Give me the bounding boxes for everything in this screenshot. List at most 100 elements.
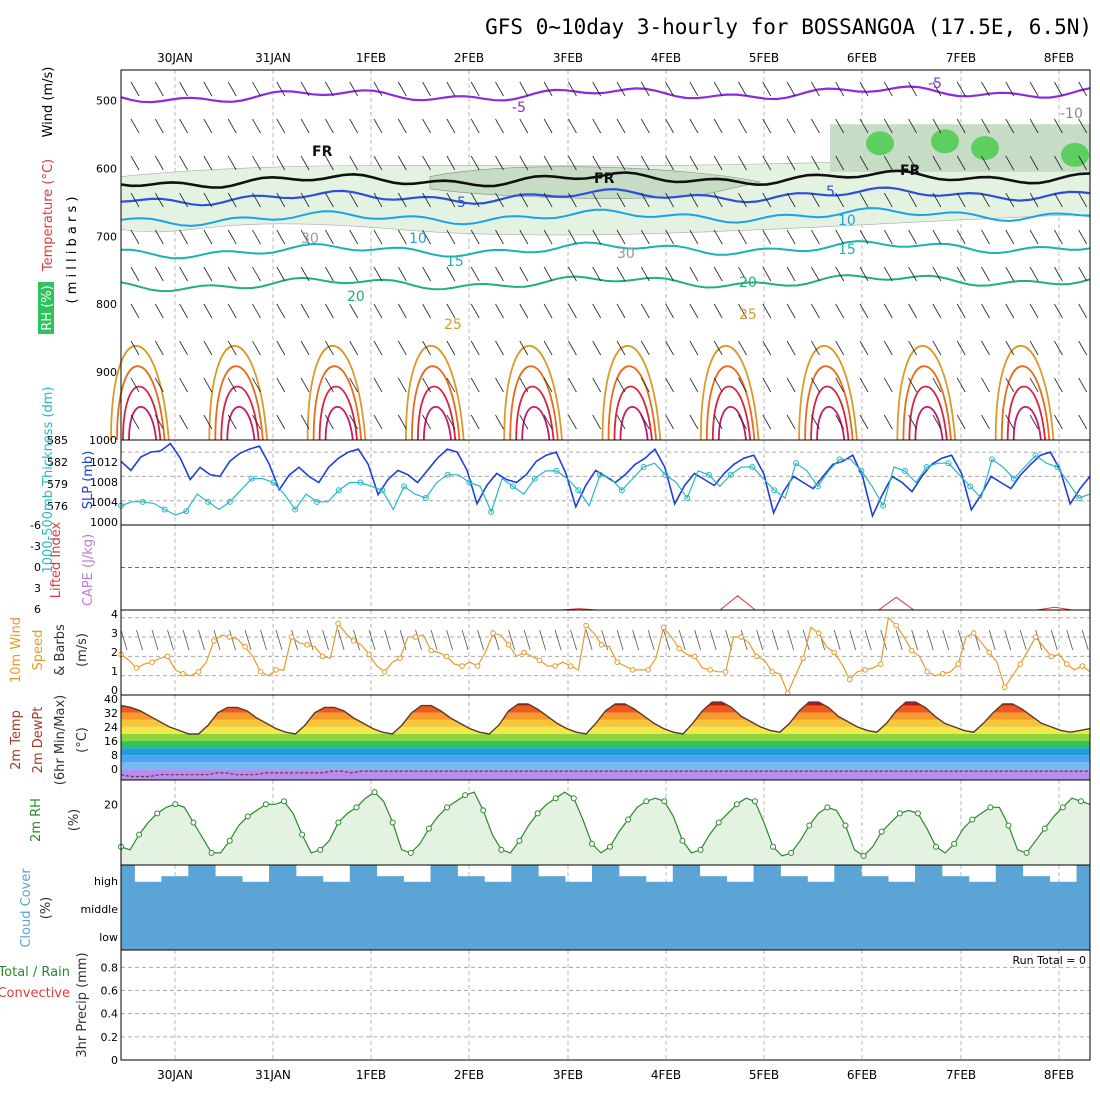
cloud-bar — [592, 893, 606, 921]
wind-barb — [640, 303, 650, 319]
isotherm-warm-loop — [717, 406, 747, 441]
cloud-bar — [1049, 893, 1064, 921]
wind-barb — [738, 81, 747, 97]
wind-barb — [1029, 377, 1039, 393]
wind-barb — [349, 303, 359, 319]
wind-barb — [446, 377, 456, 393]
wind-barb — [1054, 81, 1063, 97]
cloud-bar — [928, 893, 943, 921]
cloud-bar — [592, 865, 606, 893]
cloud-bar — [1022, 876, 1037, 893]
cloud-bar — [847, 893, 862, 921]
isotherm-warm-loop — [324, 406, 354, 441]
wind-barb — [543, 81, 553, 97]
wind-barb — [300, 229, 310, 245]
cloud-bar — [269, 865, 283, 893]
cloud-bar — [497, 893, 512, 921]
cloud-bar — [740, 881, 754, 893]
isotherm-warm-loop — [509, 365, 559, 441]
wind-barb — [276, 155, 286, 171]
wind-barb — [1078, 377, 1088, 393]
wind-speed-point — [598, 641, 605, 648]
cloud-bar — [403, 881, 418, 893]
wind-barb — [130, 81, 140, 97]
cloud-bar — [888, 881, 902, 893]
wind-barb — [883, 155, 893, 171]
cloud-bar — [699, 921, 714, 950]
wind-barb — [349, 377, 359, 393]
wind-barb — [276, 266, 286, 282]
rh-point — [914, 810, 921, 817]
cloud-bar — [403, 921, 418, 950]
y-tick-label: 6 — [34, 603, 41, 616]
date-label-bottom: 30JAN — [157, 1068, 193, 1082]
rh-point — [715, 819, 722, 826]
wind-barb — [430, 629, 438, 651]
wind-barb — [154, 414, 164, 430]
wind-speed-point — [273, 667, 279, 673]
axis-label: (°C) — [75, 727, 90, 753]
cloud-bar — [1049, 881, 1064, 893]
wind-barb — [908, 377, 917, 393]
wind-barb — [981, 414, 990, 430]
wind-barb — [227, 266, 237, 282]
wind-speed-point — [397, 655, 403, 662]
cloud-bar — [349, 921, 364, 950]
rh-point — [842, 822, 849, 829]
cloud-bar — [403, 893, 418, 921]
cloud-bar — [618, 921, 633, 950]
wind-barb — [1029, 340, 1039, 356]
wind-barb — [1005, 377, 1015, 393]
cloud-bar — [834, 865, 849, 893]
wind-barb — [568, 81, 577, 97]
thickness-point — [401, 483, 408, 490]
cloud-bar — [645, 893, 660, 921]
wind-barb — [640, 118, 650, 134]
wind-barb — [665, 192, 674, 208]
rh-point — [516, 837, 523, 844]
wind-barb — [1054, 340, 1063, 356]
cloud-bar — [390, 921, 405, 950]
wind-barb — [883, 377, 893, 393]
cloud-bar — [161, 893, 176, 921]
cloud-bar — [632, 893, 647, 921]
thickness-point — [705, 471, 712, 478]
cloud-bar — [820, 921, 835, 950]
isotherm-warm-loop — [798, 344, 858, 441]
wind-barb — [252, 377, 261, 393]
wind-barb — [519, 118, 529, 134]
rh-point — [353, 804, 360, 811]
contour-label: 20 — [739, 275, 757, 291]
wind-barb — [568, 303, 577, 319]
cloud-bar — [511, 921, 526, 950]
cloud-bar — [888, 893, 902, 921]
wind-barb — [203, 414, 213, 430]
isotherm-line — [120, 85, 1091, 104]
wind-barb — [811, 192, 820, 208]
wind-barb — [227, 303, 237, 319]
wind-barb — [762, 118, 772, 134]
cloud-bar — [201, 865, 216, 893]
thickness-point — [814, 483, 821, 490]
wind-barb — [179, 266, 188, 282]
wind-barb — [1054, 414, 1063, 430]
wind-barb — [1005, 155, 1015, 171]
wind-barb — [811, 229, 820, 245]
wind-barb — [956, 118, 966, 134]
wind-barb — [276, 81, 286, 97]
date-label-top: 8FEB — [1044, 51, 1074, 65]
wind-barb — [1078, 155, 1088, 171]
cloud-bar — [834, 893, 849, 921]
cloud-bar — [390, 893, 405, 921]
thickness-point — [793, 460, 800, 467]
wind-barb — [373, 266, 383, 282]
axis-label: Speed — [31, 630, 46, 671]
axis-label: 2m RH — [29, 798, 44, 842]
rh-point — [679, 837, 686, 844]
cloud-bar — [524, 921, 539, 950]
wind-barb — [519, 229, 529, 245]
cloud-bar — [255, 893, 270, 921]
wind-barb — [713, 303, 723, 319]
wind-barb — [786, 303, 796, 319]
wind-barb — [519, 414, 529, 430]
